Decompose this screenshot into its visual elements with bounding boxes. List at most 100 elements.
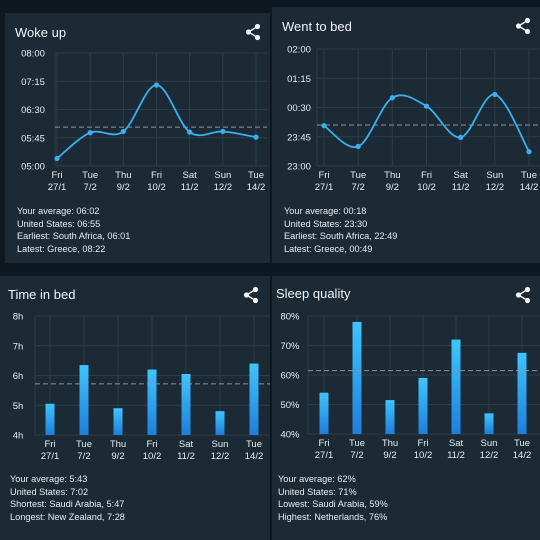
- stat-country: United States: 71%: [278, 486, 357, 497]
- time-in-bed-title: Time in bed: [8, 287, 76, 302]
- stat-earliest: Earliest: South Africa, 22:49: [284, 231, 398, 242]
- stat-longest: Longest: New Zealand, 7:28: [10, 511, 125, 522]
- stat-shortest: Shortest: Saudi Arabia, 5:47: [10, 499, 125, 510]
- x-tick-label: 10/2: [414, 450, 433, 461]
- share-icon[interactable]: [514, 286, 532, 304]
- woke-up-stats: Your average: 06:02 United States: 06:55…: [17, 205, 130, 255]
- data-point: [423, 103, 430, 109]
- bar: [352, 321, 362, 434]
- x-tick-label: 9/2: [117, 182, 130, 193]
- data-point: [54, 155, 60, 162]
- y-tick-label: 80%: [280, 312, 300, 323]
- time-in-bed-stats: Your average: 5:43 United States: 7:02 S…: [10, 473, 125, 523]
- stat-country: United States: 7:02: [10, 486, 89, 497]
- data-point: [458, 134, 464, 140]
- sleep-quality-stats: Your average: 62% United States: 71% Low…: [278, 473, 388, 523]
- sleep-quality-card: Sleep quality 80% 70% 60% 50% 40% Fri 27/1 Tue 7…: [272, 276, 540, 540]
- x-tick-label: 9/2: [386, 182, 399, 193]
- went-to-bed-chart: 02:0001:1500:3023:4523:00Fri27/1Tue7/2Th…: [287, 45, 540, 193]
- x-tick-label: 14/2: [513, 450, 532, 461]
- x-tick-label: 7/2: [77, 451, 90, 462]
- stat-average: Your average: 5:43: [10, 474, 88, 484]
- y-tick-label: 4h: [13, 431, 24, 442]
- y-tick-label: 08:00: [21, 49, 45, 60]
- x-tick-label: Sun: [486, 170, 503, 181]
- x-tick-label: 11/2: [452, 182, 470, 193]
- woke-up-card: Woke up 08:00 07:15 06:30 05:45 05:00 Fri 27/1…: [5, 13, 270, 263]
- stat-latest: Latest: Greece, 00:49: [284, 243, 373, 254]
- bar: [113, 408, 123, 435]
- y-tick-label: 06:30: [21, 105, 45, 116]
- x-tick-label: Fri: [44, 439, 55, 450]
- y-tick-label: 00:30: [287, 103, 311, 114]
- x-tick-label: 27/1: [315, 182, 334, 193]
- x-tick-label: 11/2: [447, 450, 465, 461]
- x-tick-label: 12/2: [214, 182, 233, 193]
- stat-average: Your average: 62%: [278, 474, 356, 484]
- y-tick-label: 60%: [280, 371, 300, 382]
- went-to-bed-stats: Your average: 00:18 United States: 23:30…: [284, 205, 397, 255]
- woke-up-chart: 08:0007:1506:3005:4505:00Fri27/1Tue7/2Th…: [21, 49, 267, 193]
- x-tick-label: 9/2: [111, 451, 124, 462]
- x-tick-label: 27/1: [48, 182, 67, 193]
- stat-average: Your average: 06:02: [17, 206, 100, 216]
- y-tick-label: 23:00: [287, 162, 311, 173]
- y-tick-label: 05:00: [21, 162, 45, 173]
- x-tick-label: Fri: [417, 438, 428, 449]
- x-tick-label: 10/2: [147, 182, 166, 193]
- x-tick-label: Tue: [76, 439, 92, 450]
- bar: [319, 392, 329, 434]
- x-tick-label: 9/2: [383, 450, 396, 461]
- x-tick-label: 11/2: [181, 182, 199, 193]
- went-to-bed-card: Went to bed 02:00 01:15 00:30 23:45 23:00 Fri…: [272, 7, 540, 263]
- y-tick-label: 50%: [280, 400, 300, 411]
- stat-latest: Latest: Greece, 08:22: [17, 243, 106, 254]
- y-tick-label: 40%: [280, 430, 300, 441]
- data-point: [87, 130, 93, 136]
- share-icon[interactable]: [244, 23, 262, 41]
- data-point: [321, 123, 327, 129]
- stat-earliest: Earliest: South Africa, 06:01: [17, 231, 131, 242]
- x-tick-label: 7/2: [84, 182, 97, 193]
- x-tick-label: Sun: [481, 438, 498, 449]
- stat-average: Your average: 00:18: [284, 206, 367, 216]
- stat-country: United States: 06:55: [17, 218, 101, 229]
- x-tick-label: Fri: [51, 170, 62, 181]
- y-tick-label: 70%: [280, 341, 300, 352]
- bar: [517, 352, 527, 434]
- went-to-bed-title: Went to bed: [282, 19, 352, 34]
- bar: [79, 365, 89, 435]
- sleep-quality-title: Sleep quality: [276, 286, 351, 301]
- bar: [385, 400, 395, 434]
- bar: [418, 377, 428, 434]
- x-tick-label: Sat: [449, 438, 464, 449]
- y-tick-label: 02:00: [287, 45, 311, 56]
- x-tick-label: Thu: [110, 439, 126, 450]
- x-tick-label: 12/2: [211, 451, 230, 462]
- y-tick-label: 05:45: [21, 133, 45, 144]
- x-tick-label: Fri: [151, 170, 162, 181]
- stat-lowest: Lowest: Saudi Arabia, 59%: [278, 499, 388, 510]
- x-tick-label: Fri: [318, 170, 329, 181]
- y-tick-label: 23:45: [287, 132, 311, 143]
- x-tick-label: Sat: [454, 170, 469, 181]
- data-point: [253, 134, 259, 140]
- x-tick-label: 7/2: [352, 182, 365, 193]
- woke-up-title: Woke up: [15, 25, 67, 40]
- bar: [181, 374, 191, 435]
- x-tick-label: 14/2: [247, 182, 266, 193]
- share-icon[interactable]: [514, 17, 532, 35]
- time-in-bed-chart: 8h7h6h5h4hFri27/1Tue7/2Thu9/2Fri10/2Sat1…: [13, 312, 270, 462]
- x-tick-label: Fri: [318, 438, 329, 449]
- x-tick-label: Fri: [146, 439, 157, 450]
- x-tick-label: 12/2: [480, 450, 499, 461]
- x-tick-label: 27/1: [41, 451, 60, 462]
- x-tick-label: Sat: [183, 170, 198, 181]
- y-tick-label: 8h: [13, 312, 24, 323]
- bar: [147, 369, 157, 435]
- share-icon[interactable]: [242, 286, 260, 304]
- data-point: [220, 128, 226, 135]
- x-tick-label: Tue: [514, 438, 530, 449]
- data-point: [187, 129, 193, 135]
- x-tick-label: Thu: [382, 438, 398, 449]
